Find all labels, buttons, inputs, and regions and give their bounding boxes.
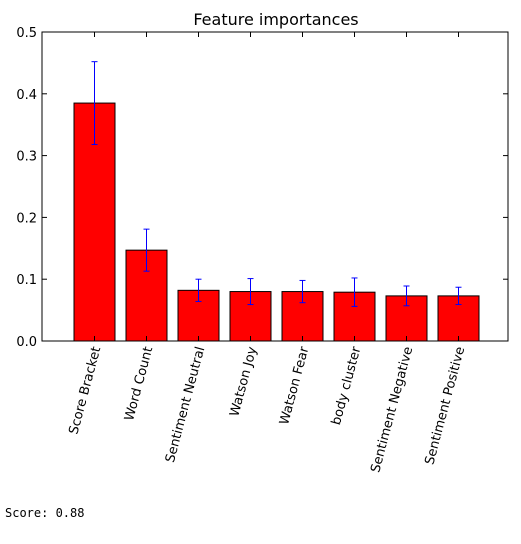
score-output: Score: 0.88 — [5, 506, 85, 520]
x-tick-label-2: Word Count — [122, 345, 156, 422]
y-tick-label-5: 0.5 — [16, 26, 37, 41]
x-tick-label-3: Sentiment Neutral — [163, 345, 208, 464]
y-tick-label-0: 0.0 — [16, 335, 37, 350]
chart-title: Feature importances — [193, 10, 358, 29]
feature-importance-chart: Feature importances 0.0 0.1 0.2 0.3 0.4 0.5 Sc… — [16, 10, 509, 474]
plot-frame — [41, 31, 509, 342]
y-tick-label-2: 0.2 — [16, 211, 37, 226]
y-tick-label-1: 0.1 — [16, 273, 37, 288]
x-tick-label-4: Watson Joy — [227, 345, 260, 418]
x-tick-label-1: Score Bracket — [67, 345, 105, 436]
y-tick-label-4: 0.4 — [16, 88, 37, 103]
x-tick-label-7: Sentiment Negative — [368, 345, 416, 474]
x-tick-label-5: Watson Fear — [277, 345, 312, 427]
x-tick-label-6: body cluster — [329, 345, 364, 427]
x-tick-label-8: Sentiment Positive — [422, 345, 468, 466]
y-tick-label-3: 0.3 — [16, 150, 37, 165]
